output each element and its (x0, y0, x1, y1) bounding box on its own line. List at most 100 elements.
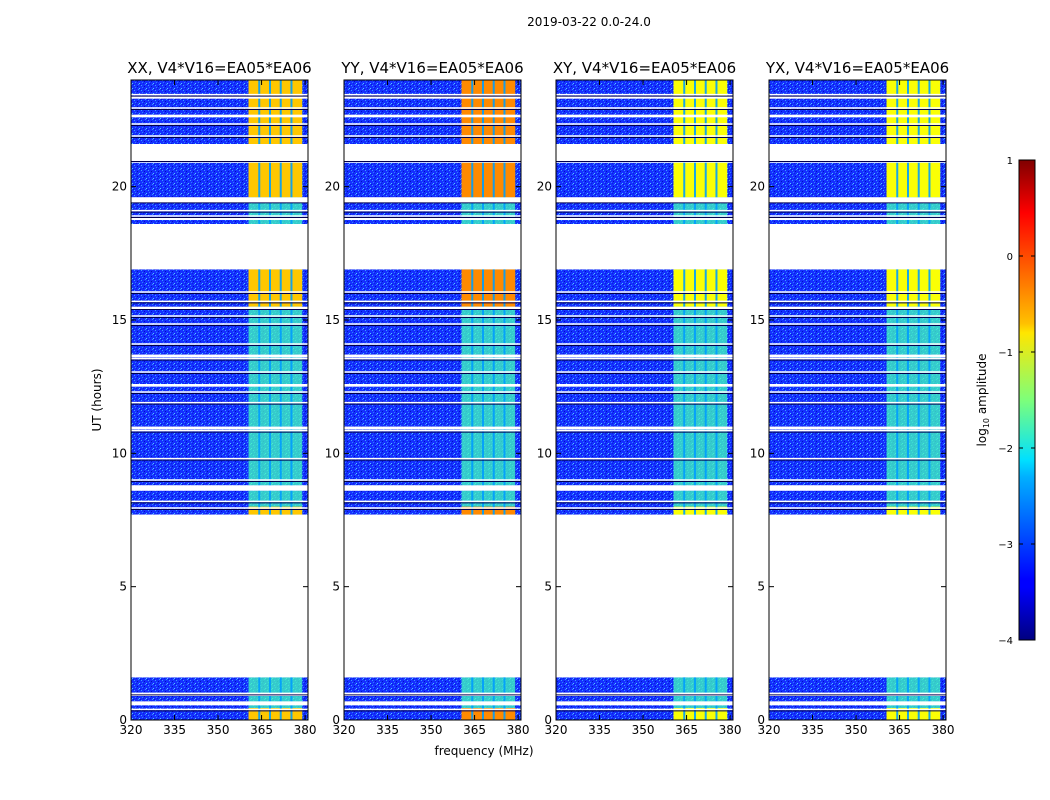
data-gap (131, 144, 308, 163)
y-tick-label: 20 (325, 180, 340, 194)
colorbar-tick-label: 0 (1007, 252, 1013, 263)
data-gap (556, 485, 733, 491)
panel-0: XX, V4*V16=EA05*EA06 320 335 350 365 380 0 5 10 1… (112, 59, 317, 737)
strong-rfi (673, 80, 728, 144)
data-gap (769, 144, 946, 163)
data-gap (769, 224, 946, 270)
data-gap (556, 426, 733, 430)
data-gap (344, 485, 521, 491)
strong-rfi (461, 162, 516, 198)
data-gap (556, 384, 733, 387)
strong-rfi (461, 80, 516, 144)
data-gap (131, 426, 308, 430)
colorbar-tick-label: −1 (998, 348, 1013, 359)
x-tick-label: 320 (545, 723, 568, 737)
colorbar-tick-label: −2 (998, 444, 1013, 455)
y-tick-label: 5 (544, 580, 552, 594)
data-gap (769, 114, 946, 118)
x-tick-label: 320 (333, 723, 356, 737)
data-gap (131, 224, 308, 270)
data-gap (769, 384, 946, 387)
data-gap (769, 354, 946, 358)
strong-rfi (886, 506, 941, 515)
x-tick-label: 320 (758, 723, 781, 737)
data-gap (344, 514, 521, 678)
suptitle: 2019-03-22 0.0-24.0 (527, 15, 651, 29)
panel-frame (130, 79, 309, 721)
y-tick-label: 10 (112, 446, 127, 460)
colorbar-label: log10 amplitude (975, 354, 991, 447)
data-gap (344, 701, 521, 706)
panel-title: YX, V4*V16=EA05*EA06 (765, 59, 949, 77)
rfi-band (248, 429, 303, 486)
panel-title: XY, V4*V16=EA05*EA06 (553, 59, 736, 77)
strong-rfi (673, 506, 728, 515)
y-tick-label: 5 (332, 580, 340, 594)
x-tick-label: 350 (632, 723, 655, 737)
y-tick-label: 15 (537, 313, 552, 327)
y-tick-label: 5 (757, 580, 765, 594)
data-gap (344, 224, 521, 270)
y-tick-label: 0 (332, 713, 340, 727)
y-tick-label: 15 (750, 313, 765, 327)
strong-rfi (673, 162, 728, 198)
colorbar-tick-label: 1 (1007, 156, 1013, 167)
panel-3: YX, V4*V16=EA05*EA06 320 335 350 365 380 0 5 10 1… (750, 59, 955, 737)
x-tick-label: 380 (294, 723, 317, 737)
data-gap (556, 701, 733, 706)
x-axis-label: frequency (MHz) (434, 744, 533, 758)
data-gap (344, 354, 521, 358)
data-gap (344, 197, 521, 203)
data-gap (344, 96, 521, 99)
data-gap (769, 426, 946, 430)
colorbar-tick-label: −3 (998, 540, 1013, 551)
rfi-band (461, 429, 516, 486)
data-gap (131, 701, 308, 706)
strong-rfi (248, 80, 303, 144)
y-tick-label: 10 (750, 446, 765, 460)
data-gap (344, 217, 521, 220)
panel-title: YY, V4*V16=EA05*EA06 (340, 59, 523, 77)
y-tick-label: 0 (544, 713, 552, 727)
strong-rfi (248, 162, 303, 198)
strong-rfi (886, 269, 941, 307)
x-tick-label: 335 (376, 723, 399, 737)
rfi-band (673, 202, 728, 224)
data-gap (769, 96, 946, 99)
data-gap (131, 485, 308, 491)
data-gap (769, 701, 946, 706)
y-tick-label: 0 (119, 713, 127, 727)
y-tick-label: 10 (537, 446, 552, 460)
data-gap (131, 384, 308, 387)
data-gap (769, 217, 946, 220)
x-tick-label: 335 (801, 723, 824, 737)
data-gap (556, 224, 733, 270)
y-tick-label: 15 (325, 313, 340, 327)
rfi-band (886, 202, 941, 224)
data-gap (556, 197, 733, 203)
data-gap (556, 114, 733, 118)
y-tick-label: 0 (757, 713, 765, 727)
y-tick-label: 20 (112, 180, 127, 194)
colorbar-gradient (1018, 159, 1036, 641)
y-tick-label: 5 (119, 580, 127, 594)
strong-rfi (248, 269, 303, 307)
strong-rfi (673, 269, 728, 307)
panels: XX, V4*V16=EA05*EA06 320 335 350 365 380 0 5 10 1… (112, 59, 955, 737)
x-tick-label: 365 (675, 723, 698, 737)
x-tick-label: 365 (463, 723, 486, 737)
data-gap (556, 144, 733, 163)
strong-rfi (886, 162, 941, 198)
data-gap (769, 197, 946, 203)
rfi-band (248, 202, 303, 224)
x-tick-label: 335 (588, 723, 611, 737)
data-gap (556, 217, 733, 220)
panel-frame (768, 79, 947, 721)
data-gap (344, 384, 521, 387)
y-tick-label: 15 (112, 313, 127, 327)
panel-title: XX, V4*V16=EA05*EA06 (127, 59, 311, 77)
colorbar-ticks: 1 0 −1 −2 −3 −4 (998, 156, 1035, 647)
rfi-band (461, 202, 516, 224)
y-tick-label: 10 (325, 446, 340, 460)
x-tick-label: 350 (420, 723, 443, 737)
